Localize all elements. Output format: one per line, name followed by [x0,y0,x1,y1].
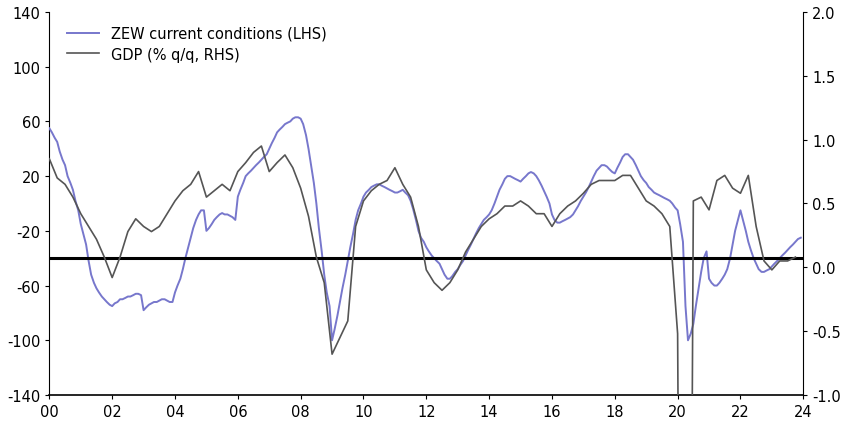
GDP (% q/q, RHS) [790,255,801,260]
ZEW current conditions (LHS) [429,256,439,261]
ZEW current conditions (LHS) [680,304,690,309]
GDP (% q/q, RHS) [147,230,157,235]
ZEW current conditions (LHS) [795,236,806,241]
ZEW current conditions (LHS) [327,338,338,343]
GDP (% q/q, RHS) [743,173,753,178]
Legend: ZEW current conditions (LHS), GDP (% q/q, RHS): ZEW current conditions (LHS), GDP (% q/q… [64,24,330,66]
GDP (% q/q, RHS) [256,144,266,149]
GDP (% q/q, RHS) [44,157,54,162]
ZEW current conditions (LHS) [711,283,722,288]
ZEW current conditions (LHS) [735,208,745,213]
ZEW current conditions (LHS) [694,286,704,291]
GDP (% q/q, RHS) [429,280,439,285]
Line: GDP (% q/q, RHS): GDP (% q/q, RHS) [49,147,795,426]
ZEW current conditions (LHS) [290,115,300,121]
Line: ZEW current conditions (LHS): ZEW current conditions (LHS) [49,118,801,340]
GDP (% q/q, RHS) [453,268,463,273]
GDP (% q/q, RHS) [374,182,384,187]
GDP (% q/q, RHS) [265,170,275,175]
ZEW current conditions (LHS) [44,127,54,132]
ZEW current conditions (LHS) [109,301,120,306]
